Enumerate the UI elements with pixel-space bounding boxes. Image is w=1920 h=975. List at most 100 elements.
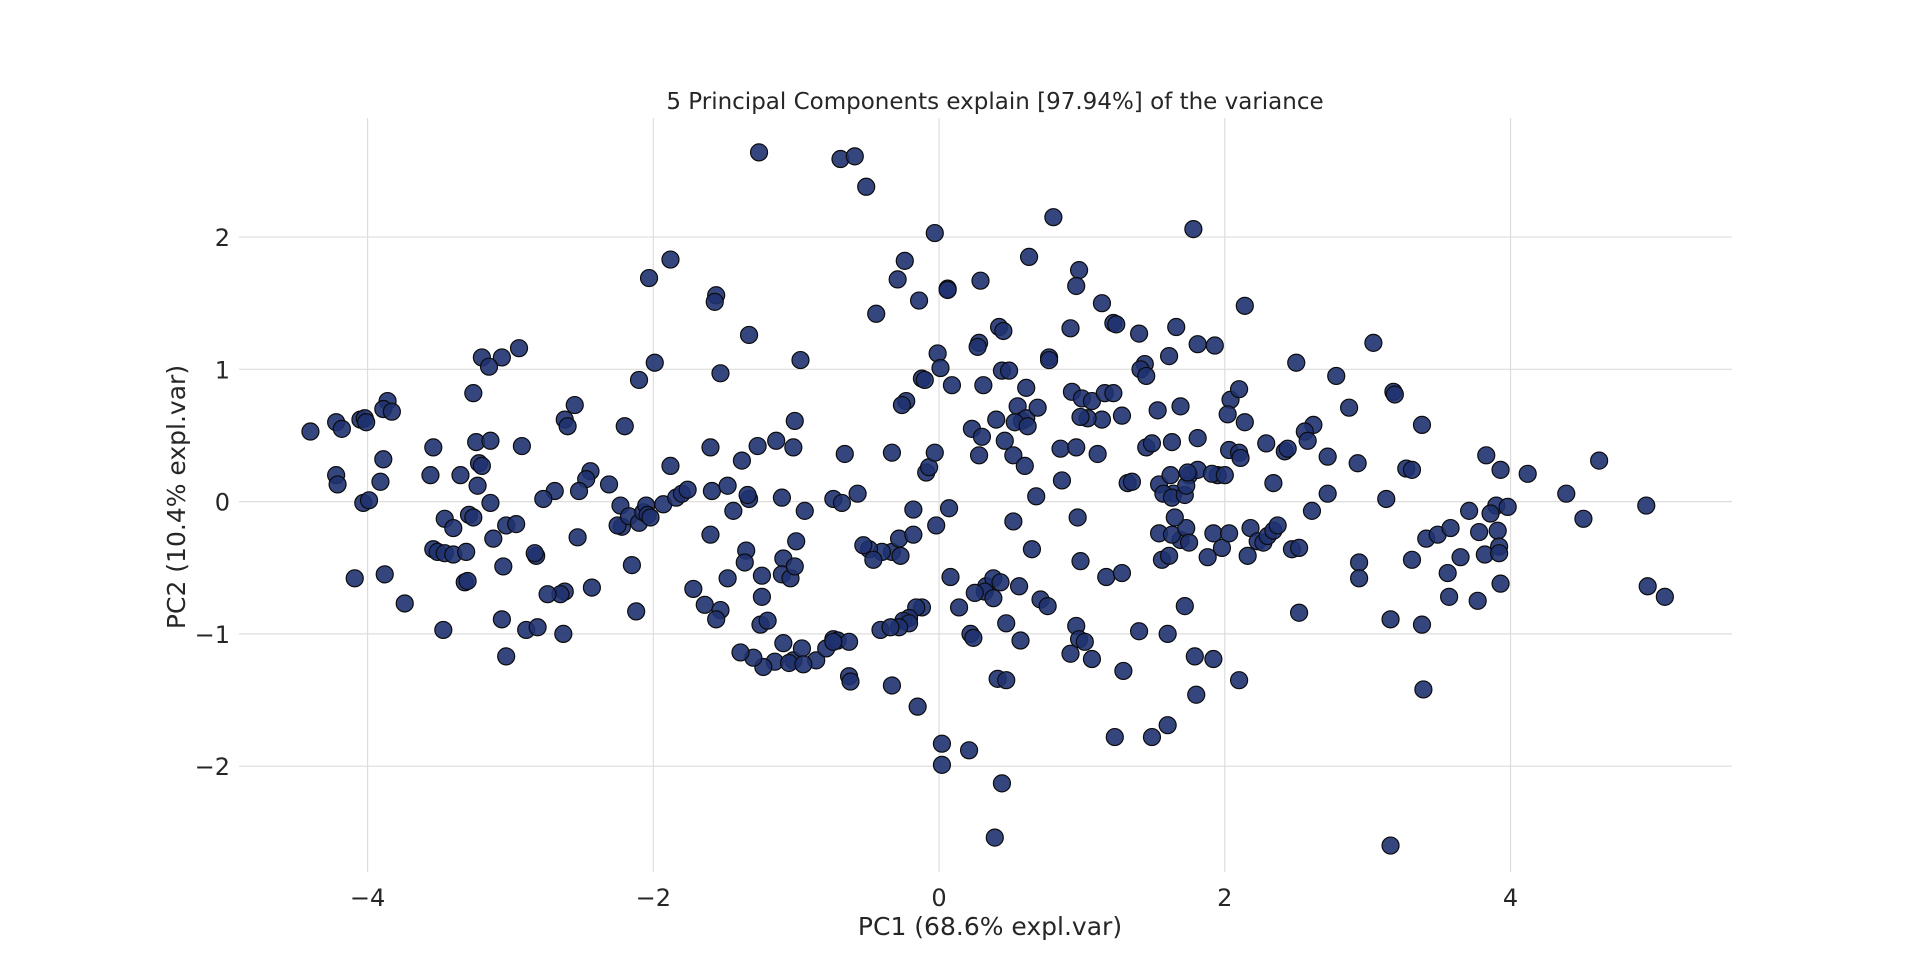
data-point [678,480,697,499]
data-point [599,475,619,494]
data-point [792,639,812,658]
data-point [824,632,843,651]
data-point [569,481,589,501]
data-point [794,655,813,674]
data-point [891,546,910,565]
data-point [1027,487,1046,506]
data-point [785,411,804,431]
x-tick-label: −2 [636,884,671,912]
data-point [795,501,814,520]
x-tick-label: 0 [931,884,946,912]
data-point [371,472,390,491]
data-point [718,569,737,588]
data-point [328,475,347,494]
data-point [568,528,587,547]
data-point [1142,727,1162,747]
data-point [1051,439,1070,458]
data-point [702,481,722,501]
data-point [374,450,393,469]
data-point [1097,567,1116,587]
data-point [1052,471,1072,490]
y-tick-label: −1 [195,621,230,649]
data-point [1018,417,1037,436]
data-point [1402,550,1422,569]
data-point [839,632,859,651]
data-point [1440,587,1459,606]
data-point [1574,509,1593,528]
data-point [1557,484,1576,503]
data-point [994,321,1013,341]
data-point [1268,516,1287,535]
data-point [705,292,724,311]
data-point [857,177,876,196]
data-point [1412,615,1432,634]
data-point [558,417,577,436]
data-point [458,571,477,591]
data-point [1142,434,1162,453]
data-point [582,578,601,597]
data-point [1318,484,1337,503]
data-point [1158,624,1177,643]
data-point [848,484,867,503]
data-point [1082,649,1102,669]
data-point [497,647,516,666]
data-point [645,353,664,372]
data-point [752,566,772,585]
data-point [1488,521,1507,540]
data-point [711,364,730,383]
data-point [1287,353,1306,372]
data-point [1327,366,1346,386]
data-point [925,223,944,243]
data-point [1498,497,1517,517]
data-point [1381,836,1400,855]
data-point [444,518,463,538]
data-point [421,466,440,485]
data-point [1044,208,1063,227]
data-point [1004,446,1023,465]
data-point [1167,317,1186,337]
data-point [738,485,757,505]
data-point [627,602,646,621]
data-point [1235,296,1254,315]
data-point [1460,501,1479,520]
data-point [888,270,907,289]
data-point [984,589,1003,608]
data-point [1451,548,1470,567]
data-point [481,431,500,450]
data-point [718,476,737,495]
data-point [1015,456,1034,475]
data-point [925,443,944,462]
data-point [1412,415,1432,434]
data-point [1165,508,1184,527]
data-point [1107,315,1126,334]
data-point [882,443,902,462]
data-point [784,438,803,457]
data-point [895,251,914,270]
data-point [997,614,1016,633]
data-point [1148,401,1167,420]
data-point [1175,597,1194,616]
data-point [941,567,960,587]
data-point [484,529,503,548]
data-point [991,573,1010,592]
y-tick-label: −2 [195,753,230,781]
data-point [424,438,443,457]
grid-lines [239,118,1732,872]
data-point [1129,622,1149,641]
data-point [494,557,513,576]
data-point [1638,577,1657,596]
data-point [1468,591,1487,610]
data-point [1381,610,1400,629]
data-point [1364,333,1383,352]
data-point [528,618,547,637]
data-point [971,271,990,290]
data-point [731,643,750,662]
data-point [1104,384,1123,403]
data-point [1290,603,1309,622]
data-point [492,610,511,629]
data-point [1158,716,1177,735]
data-point [904,525,923,544]
data-point [661,250,680,269]
